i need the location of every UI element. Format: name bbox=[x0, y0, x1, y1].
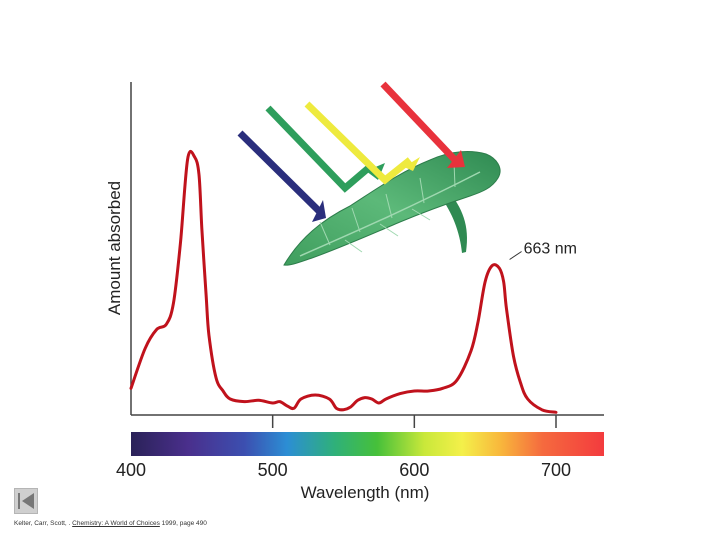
x-axis-ticks bbox=[271, 415, 557, 428]
x-tick-label-500: 500 bbox=[258, 460, 288, 480]
previous-arrow-icon bbox=[22, 493, 34, 509]
leaf-vein bbox=[385, 193, 393, 219]
leaf-vein bbox=[419, 177, 425, 204]
arrow-head bbox=[312, 200, 326, 222]
peak-annotation: 663 nm bbox=[524, 240, 577, 257]
x-tick-label-400: 400 bbox=[116, 460, 146, 480]
annotation-leader-line bbox=[509, 251, 522, 260]
leaf-vein bbox=[411, 208, 431, 221]
citation-page: 1999, page 490 bbox=[159, 520, 207, 527]
y-axis-title: Amount absorbed bbox=[105, 181, 124, 315]
citation: Kelter, Carr, Scott, . Chemistry: A Worl… bbox=[14, 520, 207, 527]
yellow-light-arrow-icon bbox=[304, 101, 420, 185]
light-arrows bbox=[237, 81, 465, 222]
leaf-vein bbox=[379, 223, 399, 237]
leaf-vein bbox=[344, 239, 363, 253]
x-tick-label-600: 600 bbox=[399, 460, 429, 480]
leaf-icon bbox=[283, 151, 501, 266]
citation-book-title: Chemistry: A World of Choices bbox=[72, 520, 160, 527]
arrow-shaft bbox=[237, 130, 323, 215]
red-light-arrow-icon bbox=[380, 81, 465, 168]
arrow-shaft bbox=[380, 81, 458, 163]
first-slide-button[interactable] bbox=[14, 488, 38, 514]
arrow-shaft bbox=[265, 105, 375, 193]
arrow-head bbox=[404, 157, 420, 171]
arrow-head bbox=[447, 150, 465, 168]
absorption-curve bbox=[129, 149, 558, 414]
leaf-stem bbox=[440, 190, 468, 253]
violet-light-arrow-icon bbox=[237, 130, 326, 222]
first-slide-icon bbox=[18, 493, 20, 509]
x-tick-label-700: 700 bbox=[541, 460, 571, 480]
leaf-vein bbox=[319, 221, 331, 246]
arrow-shaft bbox=[304, 101, 413, 185]
visible-spectrum-bar bbox=[131, 432, 604, 456]
x-tick-labels: 400 500 600 700 bbox=[116, 460, 571, 480]
leaf-vein bbox=[351, 207, 361, 233]
x-axis-title: Wavelength (nm) bbox=[301, 483, 430, 502]
citation-authors: Kelter, Carr, Scott, . bbox=[14, 520, 71, 527]
leaf-blade bbox=[283, 151, 501, 266]
